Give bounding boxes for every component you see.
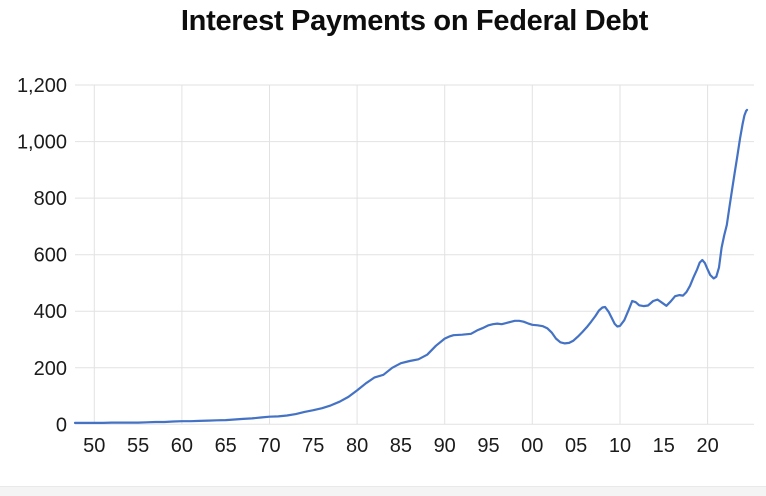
x-axis-tick-label: 10 (609, 435, 631, 457)
x-axis-tick-label: 65 (215, 435, 237, 457)
x-axis-tick-label: 75 (302, 435, 324, 457)
x-axis-tick-label: 60 (171, 435, 193, 457)
bottom-window-edge (0, 486, 766, 496)
data-series-line (73, 108, 749, 424)
x-axis-tick-label: 50 (83, 435, 105, 457)
x-axis-tick-label: 90 (434, 435, 456, 457)
x-axis-tick-label: 20 (696, 435, 718, 457)
y-axis-tick-label: 1,200 (17, 75, 67, 97)
x-axis-tick-label: 95 (477, 435, 499, 457)
y-axis-tick-label: 0 (56, 414, 67, 436)
chart-title: Interest Payments on Federal Debt (180, 5, 649, 37)
x-axis-tick-label: 80 (346, 435, 368, 457)
x-axis-tick-label: 85 (390, 435, 412, 457)
y-axis-tick-label: 1,000 (17, 132, 67, 154)
x-axis-tick-label: 70 (258, 435, 280, 457)
y-axis-tick-label: 200 (34, 358, 67, 380)
y-axis-tick-label: 600 (34, 245, 67, 267)
x-axis-tick-label: 05 (565, 435, 587, 457)
x-axis-tick-label: 55 (127, 435, 149, 457)
y-axis-tick-label: 400 (34, 301, 67, 323)
y-axis-tick-label: 800 (34, 188, 67, 210)
x-axis-tick-label: 00 (521, 435, 543, 457)
x-axis-tick-label: 15 (653, 435, 675, 457)
